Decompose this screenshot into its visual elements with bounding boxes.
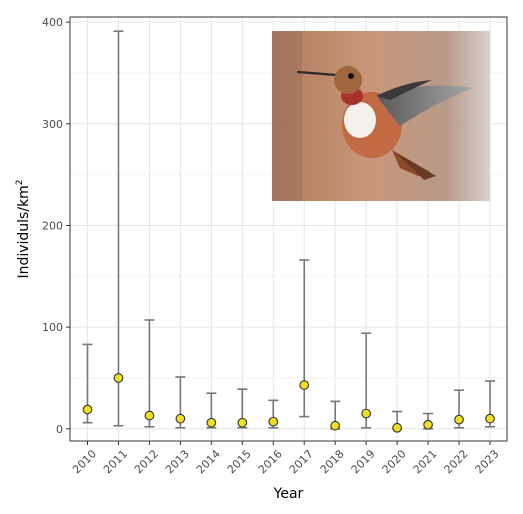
data-point (237, 417, 248, 428)
data-point (299, 380, 310, 390)
panel-border (69, 16, 508, 442)
x-axis-title: Year (273, 486, 304, 502)
data-point (392, 422, 402, 433)
data-point (144, 410, 155, 421)
data-point (423, 419, 433, 430)
hummingbird-icon (296, 66, 474, 180)
data-marks (82, 30, 495, 433)
x-tick-label: 2019 (349, 447, 378, 476)
y-axis-title: Individuls/km2 (15, 179, 32, 278)
data-point (175, 413, 186, 424)
data-point (361, 408, 372, 419)
y-tick-label: 300 (42, 118, 63, 131)
data-point (113, 373, 124, 383)
x-tick-label: 2023 (473, 447, 502, 476)
x-tick-label: 2022 (442, 447, 471, 476)
y-axis-title-text: Individuls/km (16, 185, 32, 278)
y-tick-label: 200 (42, 219, 63, 232)
y-tick-label: 0 (56, 423, 63, 436)
data-point (485, 413, 495, 424)
x-tick-label: 2010 (70, 447, 99, 476)
x-tick-label: 2017 (287, 447, 316, 476)
x-tick-label: 2015 (225, 447, 254, 476)
inset-photo (272, 31, 490, 201)
x-tick-label: 2012 (132, 447, 161, 476)
data-point (454, 414, 464, 425)
x-tick-label: 2016 (256, 447, 285, 476)
x-tick-label: 2018 (318, 447, 347, 476)
data-point (330, 420, 341, 431)
data-point (82, 404, 93, 415)
data-point (268, 416, 279, 427)
y-tick-label: 400 (42, 16, 63, 29)
x-tick-label: 2013 (163, 447, 192, 476)
data-point (206, 417, 217, 428)
x-tick-label: 2014 (194, 447, 223, 476)
x-tick-label: 2021 (411, 447, 440, 476)
y-axis-title-superscript: 2 (15, 179, 25, 185)
x-tick-label: 2011 (101, 447, 130, 476)
y-tick-label: 100 (42, 321, 63, 334)
x-tick-label: 2020 (380, 447, 409, 476)
